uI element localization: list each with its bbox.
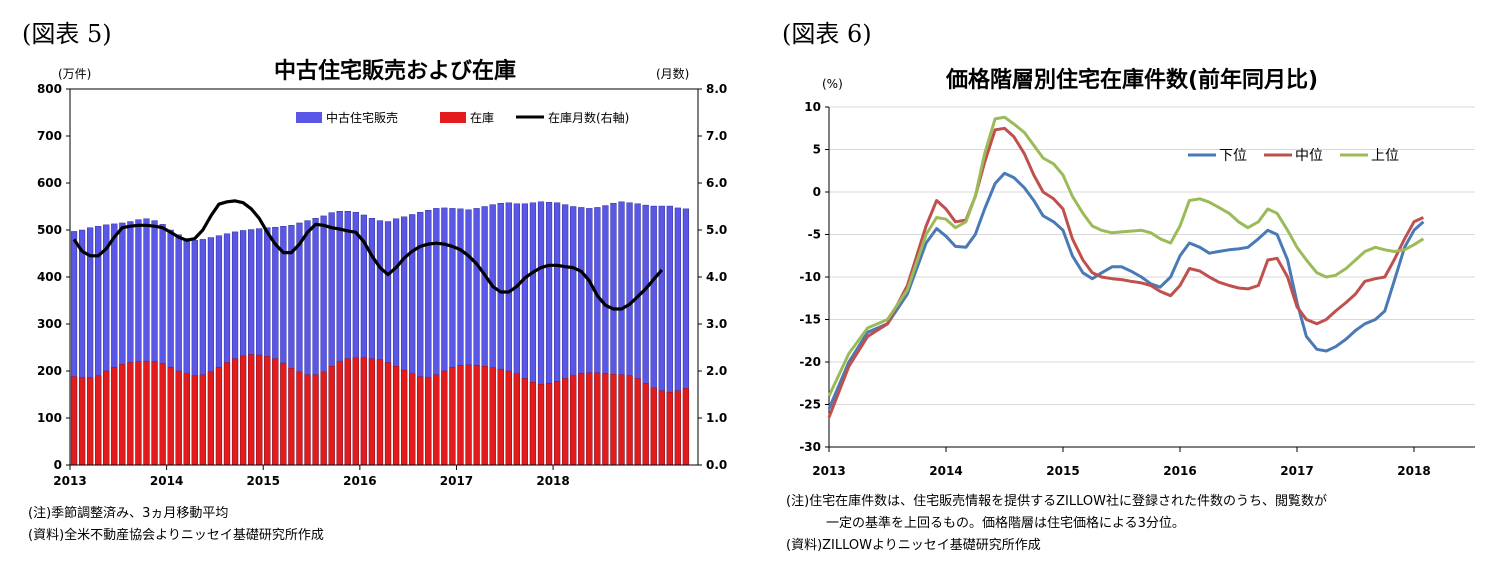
- chart1-title: 中古住宅販売および在庫: [274, 58, 516, 84]
- chart1-y2tick-label: 5.0: [706, 223, 727, 237]
- legend-label-mid: 中位: [1295, 148, 1323, 164]
- chart1-y2tick-label: 6.0: [706, 176, 727, 190]
- panel-label-left: (図表 5): [22, 20, 112, 48]
- chart2-xtick-label: 2015: [1046, 464, 1079, 478]
- chart1-ytick-label: 800: [37, 82, 62, 96]
- chart2-ytick-label: 5: [813, 143, 821, 157]
- series-mid-line: [827, 126, 1425, 418]
- chart1-plot-frame: [69, 88, 699, 466]
- chart1-y2tick-label: 1.0: [706, 411, 727, 425]
- chart2-xtick-label: 2016: [1163, 464, 1196, 478]
- chart1-xtick-label: 2014: [150, 474, 183, 488]
- chart1-ylabel-left: (万件): [58, 67, 91, 81]
- chart1-ytick-label: 100: [37, 411, 62, 425]
- right-note-1: (注)住宅在庫件数は、住宅販売情報を提供するZILLOW社に登録された件数のうち…: [786, 494, 1327, 509]
- chart1-xtick-label: 2016: [343, 474, 376, 488]
- chart2-ytick-label: 10: [804, 100, 821, 114]
- chart1-xtick-label: 2015: [247, 474, 280, 488]
- chart1-y2tick-label: 7.0: [706, 129, 727, 143]
- left-note-2: (資料)全米不動産協会よりニッセイ基礎研究所作成: [28, 528, 324, 543]
- chart2-ytick-label: -5: [808, 228, 821, 242]
- right-note-2: 一定の基準を上回るもの。価格階層は住宅価格による3分位。: [826, 516, 1185, 531]
- chart2-xtick-label: 2018: [1397, 464, 1430, 478]
- chart2-ytick-label: 0: [813, 185, 821, 199]
- chart1-ytick-label: 200: [37, 364, 62, 378]
- chart2-ylabel: (%): [822, 77, 843, 91]
- chart1-ytick-label: 600: [37, 176, 62, 190]
- left-note-1: (注)季節調整済み、3ヵ月移動平均: [28, 506, 229, 521]
- series-low-line: [827, 171, 1425, 410]
- legend-swatch-sales: [296, 112, 322, 123]
- right-note-3: (資料)ZILLOWよりニッセイ基礎研究所作成: [786, 538, 1041, 553]
- chart1-y2tick-label: 0.0: [706, 458, 727, 472]
- chart1-ytick-label: 0: [54, 458, 62, 472]
- legend-label-inventory: 在庫: [470, 111, 494, 125]
- chart2-xtick-label: 2017: [1280, 464, 1313, 478]
- chart2-xtick-label: 2013: [812, 464, 845, 478]
- legend-label-low: 下位: [1219, 148, 1247, 164]
- panel-label-right: (図表 6): [782, 20, 872, 48]
- chart2-xtick-label: 2014: [929, 464, 962, 478]
- chart1-ytick-label: 400: [37, 270, 62, 284]
- chart2-ytick-label: -15: [799, 313, 821, 327]
- chart1-ytick-label: 500: [37, 223, 62, 237]
- chart2-ytick-label: -10: [799, 270, 821, 284]
- chart1-xtick-label: 2018: [536, 474, 569, 488]
- chart1-y2tick-label: 4.0: [706, 270, 727, 284]
- chart1-xtick-label: 2017: [440, 474, 473, 488]
- chart1-xtick-label: 2013: [53, 474, 86, 488]
- chart2-ytick-label: -20: [799, 355, 821, 369]
- chart2-ytick-label: -25: [799, 398, 821, 412]
- legend-swatch-inventory: [440, 112, 466, 123]
- chart2-title: 価格階層別住宅在庫件数(前年同月比): [945, 67, 1318, 93]
- chart1-y2tick-label: 2.0: [706, 364, 727, 378]
- legend-label-high: 上位: [1371, 148, 1399, 164]
- chart1-ylabel-right: (月数): [656, 66, 689, 81]
- chart-existing-home-sales: 中古住宅販売および在庫 (万件) (月数) 0 100 200 300 400 500 60…: [37, 58, 727, 488]
- legend-label-months: 在庫月数(右軸): [548, 110, 629, 125]
- chart1-ytick-label: 300: [37, 317, 62, 331]
- series-high-line: [827, 115, 1425, 397]
- chart2-ytick-label: -30: [799, 440, 821, 454]
- chart1-y2tick-label: 8.0: [706, 82, 727, 96]
- chart1-ytick-label: 700: [37, 129, 62, 143]
- chart1-legend: 中古住宅販売 在庫 在庫月数(右軸): [296, 110, 629, 125]
- chart2-legend: 下位 中位 上位: [1188, 148, 1399, 164]
- legend-label-sales: 中古住宅販売: [326, 110, 398, 125]
- chart1-y2tick-label: 3.0: [706, 317, 727, 331]
- series-inventory-months-line: [72, 199, 664, 311]
